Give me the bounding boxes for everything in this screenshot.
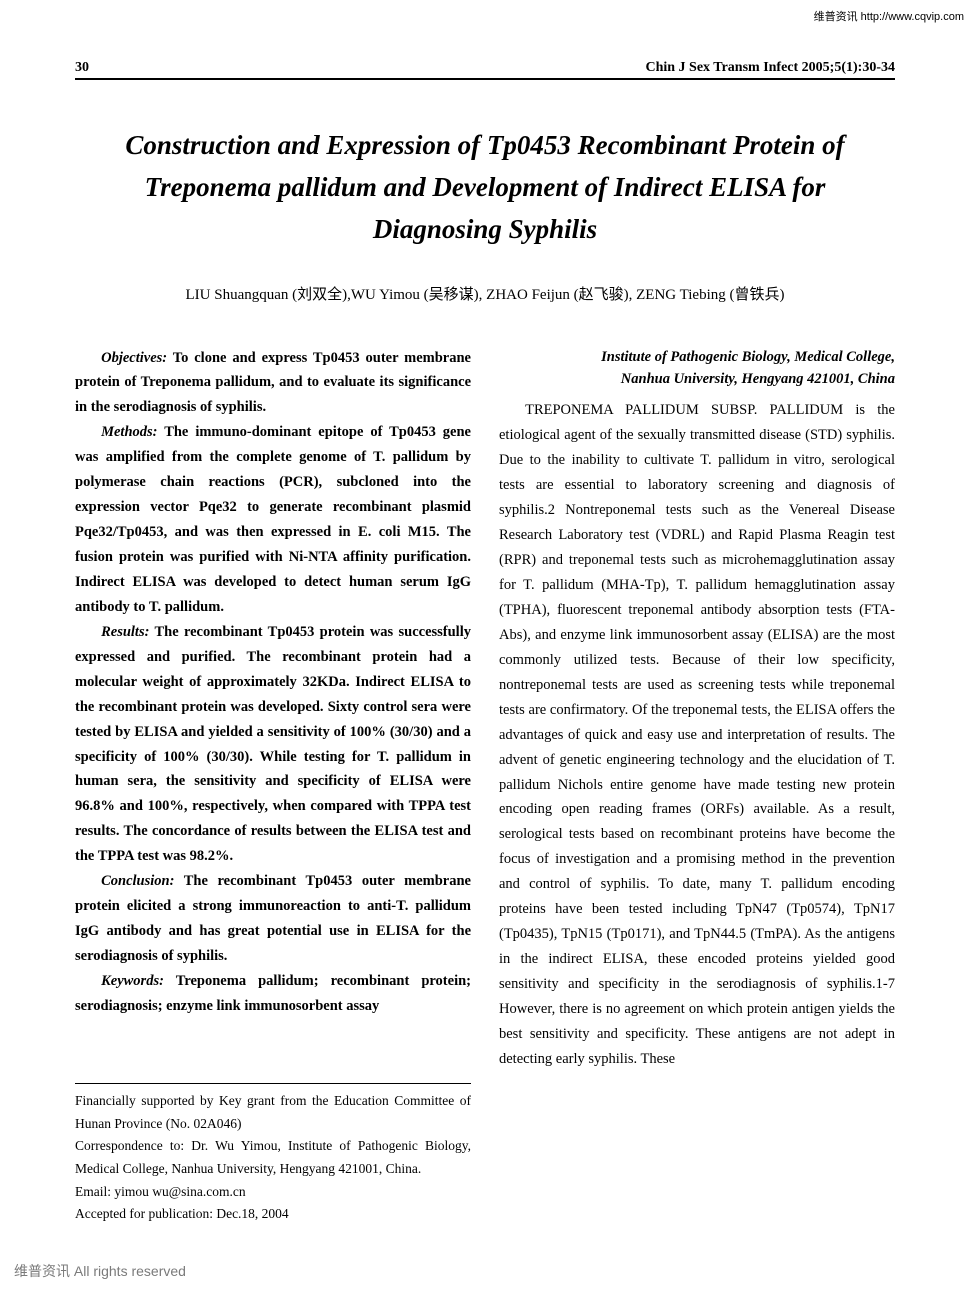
left-column: Objectives: To clone and express Tp0453 … — [75, 346, 471, 1226]
results-text: The recombinant Tp0453 protein was succe… — [75, 624, 471, 864]
keywords-label: Keywords: — [101, 973, 164, 989]
article-title: Construction and Expression of Tp0453 Re… — [75, 125, 895, 251]
watermark-bottom: 维普资讯 All rights reserved — [14, 1261, 186, 1281]
methods-text: The immuno-dominant epitope of Tp0453 ge… — [75, 424, 471, 615]
results-label: Results: — [101, 624, 149, 640]
correspondence-note: Correspondence to: Dr. Wu Yimou, Institu… — [75, 1135, 471, 1180]
right-column: Institute of Pathogenic Biology, Medical… — [499, 346, 895, 1226]
page-number: 30 — [75, 60, 89, 76]
content-columns: Objectives: To clone and express Tp0453 … — [75, 346, 895, 1226]
conclusion-label: Conclusion: — [101, 873, 174, 889]
footer-notes: Financially supported by Key grant from … — [75, 1090, 471, 1226]
affiliation: Institute of Pathogenic Biology, Medical… — [499, 346, 895, 391]
abstract-keywords: Keywords: Treponema pallidum; recombinan… — [75, 969, 471, 1019]
affiliation-line-2: Nanhua University, Hengyang 421001, Chin… — [499, 368, 895, 390]
email-note: Email: yimou wu@sina.com.cn — [75, 1181, 471, 1204]
abstract-results: Results: The recombinant Tp0453 protein … — [75, 620, 471, 869]
abstract-methods: Methods: The immuno-dominant epitope of … — [75, 420, 471, 620]
body-paragraph: TREPONEMA PALLIDUM SUBSP. PALLIDUM is th… — [499, 398, 895, 1071]
affiliation-line-1: Institute of Pathogenic Biology, Medical… — [499, 346, 895, 368]
funding-note: Financially supported by Key grant from … — [75, 1090, 471, 1135]
abstract-objectives: Objectives: To clone and express Tp0453 … — [75, 346, 471, 421]
journal-citation: Chin J Sex Transm Infect 2005;5(1):30-34 — [645, 60, 895, 76]
authors-line: LIU Shuangquan (刘双全),WU Yimou (吴移谋), ZHA… — [75, 283, 895, 304]
abstract-conclusion: Conclusion: The recombinant Tp0453 outer… — [75, 869, 471, 969]
accepted-note: Accepted for publication: Dec.18, 2004 — [75, 1203, 471, 1226]
footer-divider — [75, 1083, 471, 1084]
page-header: 30 Chin J Sex Transm Infect 2005;5(1):30… — [75, 60, 895, 80]
objectives-label: Objectives: — [101, 350, 167, 366]
watermark-top: 维普资讯 http://www.cqvip.com — [814, 8, 964, 24]
methods-label: Methods: — [101, 424, 157, 440]
